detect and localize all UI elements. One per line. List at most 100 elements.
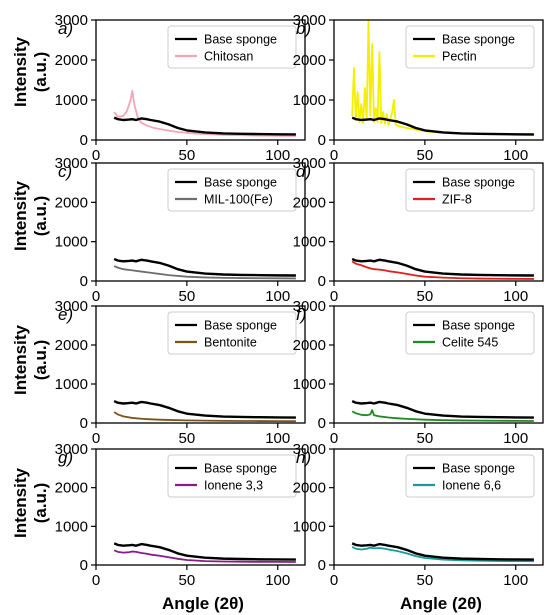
legend: Base sponge ZIF-8	[405, 168, 535, 212]
series-line-base-sponge	[351, 116, 534, 136]
plot-frame	[333, 448, 544, 566]
legend-box	[167, 168, 297, 212]
panel-label: e)	[58, 305, 73, 324]
series-group	[351, 542, 534, 563]
ylabel-line1: Intensity	[11, 468, 30, 538]
y-tick-label: 1000	[55, 234, 88, 251]
xlabel-left: Angle (2θ)	[162, 594, 244, 613]
panel-label: g)	[58, 448, 73, 467]
x-tick-label: 50	[179, 147, 196, 164]
panel-label: c)	[58, 162, 72, 181]
series-line-base-sponge	[113, 400, 296, 419]
legend: Base sponge MIL-100(Fe)	[167, 168, 297, 212]
y-tick-label: 0	[318, 557, 326, 574]
y-tick-label: 1000	[293, 518, 326, 535]
series-group	[113, 542, 296, 563]
y-tick-label: 3000	[293, 298, 326, 315]
series-line-base-sponge	[113, 257, 296, 277]
x-tick-label: 50	[179, 288, 196, 305]
series-line-ionene-3-3	[113, 549, 296, 563]
plot-frame	[333, 162, 544, 282]
series-line-chitosan	[113, 89, 296, 137]
series-group	[351, 257, 534, 280]
y-tick-label: 1000	[293, 234, 326, 251]
series-group	[351, 20, 534, 137]
x-tick-label: 100	[265, 430, 290, 447]
x-tick-label: 0	[92, 430, 100, 447]
series-line-base-sponge	[113, 542, 296, 561]
x-tick-label: 50	[417, 572, 434, 589]
y-tick-label: 1000	[293, 376, 326, 393]
y-tick-label: 2000	[55, 194, 88, 211]
xlabel-right: Angle (2θ)	[400, 594, 482, 613]
panel-e: 0 1000 2000 3000 0 50 100 e) Base sponge Bentonit…	[55, 298, 306, 447]
series-line-zif-8	[351, 260, 534, 280]
panel-label: h)	[296, 448, 311, 467]
legend-entry: ZIF-8	[442, 193, 472, 207]
legend-box	[405, 311, 535, 355]
legend-box	[405, 25, 535, 69]
y-tick-label: 1000	[55, 376, 88, 393]
legend-entry: Base sponge	[442, 462, 515, 476]
panel-label: b)	[296, 19, 311, 38]
legend: Base sponge Celite 545	[405, 311, 535, 355]
y-tick-label: 0	[318, 415, 326, 432]
x-tick-label: 100	[503, 572, 528, 589]
x-tick-label: 0	[330, 430, 338, 447]
x-tick-label: 0	[330, 147, 338, 164]
legend: Base sponge Pectin	[405, 25, 535, 69]
y-tick-label: 0	[318, 273, 326, 290]
x-tick-label: 100	[503, 430, 528, 447]
legend: Base sponge Bentonite	[167, 311, 297, 355]
legend-box	[405, 454, 535, 498]
series-line-base-sponge	[351, 542, 534, 561]
x-tick-label: 50	[179, 572, 196, 589]
plot-frame	[95, 162, 306, 282]
x-tick-label: 100	[503, 147, 528, 164]
ylabel-line2: (a.u.)	[31, 52, 50, 93]
legend-entry: Base sponge	[204, 33, 277, 47]
x-tick-label: 0	[92, 147, 100, 164]
y-tick-label: 1000	[55, 518, 88, 535]
x-tick-label: 0	[330, 572, 338, 589]
legend-box	[405, 168, 535, 212]
series-line-base-sponge	[113, 116, 296, 136]
series-line-base-sponge	[351, 257, 534, 277]
y-tick-label: 1000	[55, 92, 88, 109]
y-tick-label: 1000	[293, 92, 326, 109]
y-tick-label: 3000	[293, 155, 326, 172]
panel-label: f)	[296, 305, 306, 324]
y-tick-label: 2000	[293, 480, 326, 497]
legend-box	[167, 454, 297, 498]
legend: Base sponge Ionene 6,6	[405, 454, 535, 498]
ylabel-row-4: Intensity (a.u.)	[11, 468, 50, 538]
y-tick-label: 0	[80, 415, 88, 432]
ylabel-line1: Intensity	[11, 325, 30, 395]
legend-entry: Base sponge	[204, 176, 277, 190]
ylabel-row-3: Intensity (a.u.)	[11, 325, 50, 395]
panel-a: 0 1000 2000 3000 0 50 100 a) Base sponge Chitosan	[55, 12, 306, 164]
x-tick-label: 0	[92, 288, 100, 305]
panel-h: 0 1000 2000 3000 0 50 100 h) Base sponge Ionene 6…	[293, 441, 544, 589]
y-tick-label: 0	[80, 557, 88, 574]
ylabel-line2: (a.u.)	[31, 483, 50, 524]
panel-f: 0 1000 2000 3000 0 50 100 f) Base sponge Celite 5…	[293, 298, 544, 447]
plot-frame	[95, 19, 306, 141]
y-tick-label: 0	[80, 273, 88, 290]
ylabel-row-2: Intensity (a.u.)	[11, 181, 50, 251]
series-line-mil-100-fe-	[113, 265, 296, 280]
y-tick-label: 2000	[55, 52, 88, 69]
series-group	[113, 257, 296, 280]
x-tick-label: 50	[417, 430, 434, 447]
legend: Base sponge Ionene 3,3	[167, 454, 297, 498]
series-group	[351, 400, 534, 422]
panel-b: 0 1000 2000 3000 0 50 100 b) Base sponge Pectin	[293, 12, 544, 164]
x-tick-label: 100	[503, 288, 528, 305]
y-tick-label: 0	[80, 132, 88, 149]
plot-frame	[95, 448, 306, 566]
x-tick-label: 50	[179, 430, 196, 447]
legend-entry: Ionene 6,6	[442, 479, 501, 493]
ylabel-line1: Intensity	[11, 181, 30, 251]
